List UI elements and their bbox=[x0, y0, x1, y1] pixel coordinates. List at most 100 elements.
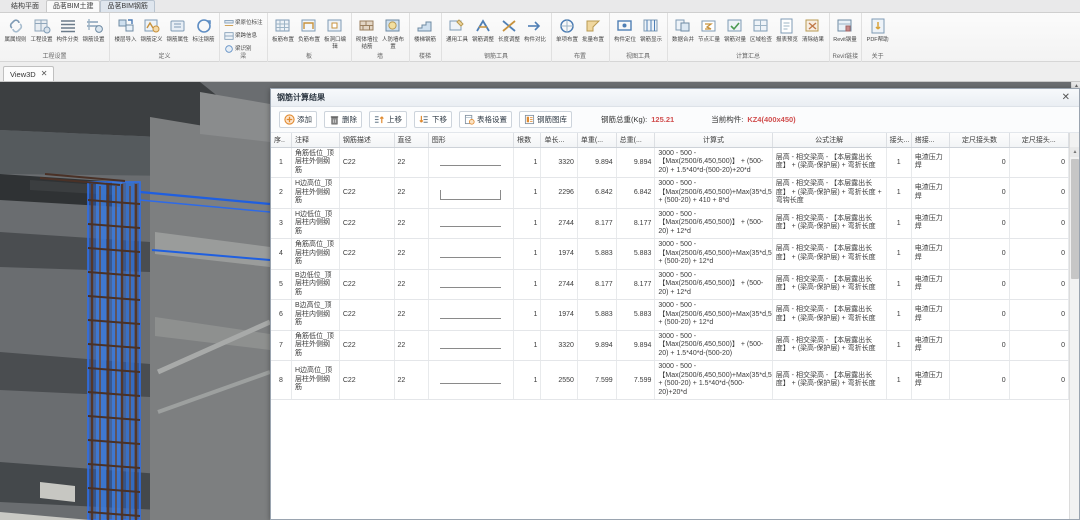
cell-shape[interactable] bbox=[428, 360, 515, 400]
col-joint[interactable]: 接头... bbox=[886, 133, 912, 148]
col-count[interactable]: 根数 bbox=[513, 133, 542, 148]
close-icon[interactable]: ✕ bbox=[40, 69, 48, 78]
move-up-button[interactable]: 上移 bbox=[369, 111, 407, 128]
col-single-len[interactable]: 单长... bbox=[540, 133, 578, 148]
col-total-weight[interactable]: 总重(... bbox=[616, 133, 656, 148]
cell-fixed-joint-num[interactable]: 0 bbox=[949, 208, 1010, 239]
cell-lap[interactable]: 电渣压力焊 bbox=[911, 147, 951, 178]
cell-lap[interactable]: 电渣压力焊 bbox=[911, 177, 951, 209]
cell-diameter[interactable]: 22 bbox=[394, 299, 429, 331]
ribbon-button-slab-hole[interactable]: 板洞口编辑 bbox=[323, 15, 348, 50]
cell-shape[interactable] bbox=[428, 299, 515, 331]
cell-diameter[interactable]: 22 bbox=[394, 269, 429, 300]
cell-diameter[interactable]: 22 bbox=[394, 330, 429, 361]
rebar-library-button[interactable]: 钢筋图库 bbox=[519, 111, 572, 128]
scroll-up-arrow[interactable]: ▲ bbox=[1070, 147, 1079, 157]
cell-note[interactable]: H边低位_顶层柱内侧纲筋 bbox=[291, 208, 340, 239]
cell-annotation[interactable]: 层高 - 相交梁高 - 【本层露出长度】 + (梁高-保护层) + 弯折长度 bbox=[772, 238, 887, 270]
col-fixed-joint-num[interactable]: 定尺接头数 bbox=[949, 133, 1010, 148]
ribbon-button-member-classify[interactable]: 构件分类 bbox=[55, 15, 80, 44]
cell-seq[interactable]: 8 bbox=[271, 360, 292, 400]
ribbon-button-wall-tie[interactable]: 砌体墙拉结筋 bbox=[355, 15, 380, 50]
ribbon-button-stair-rebar[interactable]: 楼梯钢筋 bbox=[413, 15, 438, 44]
cell-single-length[interactable]: 2744 bbox=[540, 208, 578, 239]
cell-count[interactable]: 1 bbox=[513, 330, 542, 361]
cell-seq[interactable]: 3 bbox=[271, 208, 292, 239]
cell-annotation[interactable]: 层高 - 相交梁高 - 【本层露出长度】 + (梁高-保护层) + 弯折长度 bbox=[772, 299, 887, 331]
cell-fixed-joint[interactable]: 0 bbox=[1009, 299, 1069, 331]
cell-shape[interactable] bbox=[428, 238, 515, 270]
cell-note[interactable]: B边低位_顶层柱内侧纲筋 bbox=[291, 269, 340, 300]
cell-joint[interactable]: 1 bbox=[886, 360, 912, 400]
ribbon-button-member-compare[interactable]: 构件对比 bbox=[523, 15, 548, 44]
cell-fixed-joint-num[interactable]: 0 bbox=[949, 360, 1010, 400]
add-button[interactable]: 添加 bbox=[279, 111, 317, 128]
cell-total-weight[interactable]: 6.842 bbox=[616, 177, 656, 209]
ribbon-button-locate-member[interactable]: 构件定位 bbox=[613, 15, 638, 44]
cell-formula[interactable]: 3000 - 500 - 【Max(2500/6,450,500)+Max(35… bbox=[654, 299, 773, 331]
table-row[interactable]: 3 H边低位_顶层柱内侧纲筋 C22 22 1 2744 8.177 8.177 3000 - … bbox=[271, 208, 1069, 239]
cell-annotation[interactable]: 层高 - 相交梁高 - 【本层露出长度】 + (梁高-保护层) + 弯折长度 bbox=[772, 360, 887, 400]
cell-single-length[interactable]: 2744 bbox=[540, 269, 578, 300]
cell-desc[interactable]: C22 bbox=[339, 177, 395, 209]
cell-desc[interactable]: C22 bbox=[339, 147, 395, 178]
ribbon-button-revit-qty[interactable]: Revit钢量 bbox=[833, 15, 858, 44]
cell-annotation[interactable]: 层高 - 相交梁高 - 【本层露出长度】 + (梁高-保护层) + 弯折长度 bbox=[772, 269, 887, 300]
cell-single-length[interactable]: 1974 bbox=[540, 299, 578, 331]
cell-fixed-joint[interactable]: 0 bbox=[1009, 360, 1069, 400]
cell-seq[interactable]: 4 bbox=[271, 238, 292, 270]
cell-lap[interactable]: 电渣压力焊 bbox=[911, 238, 951, 270]
cell-single-length[interactable]: 1974 bbox=[540, 238, 578, 270]
ribbon-button-floor-import[interactable]: 楼层导入 bbox=[113, 15, 138, 44]
cell-lap[interactable]: 电渣压力焊 bbox=[911, 299, 951, 331]
cell-lap[interactable]: 电渣压力焊 bbox=[911, 208, 951, 239]
table-row[interactable]: 2 H边高位_顶层柱外侧纲筋 C22 22 1 2296 6.842 6.842 3000 - … bbox=[271, 177, 1069, 209]
cell-annotation[interactable]: 层高 - 相交梁高 - 【本层露出长度】 + (梁高-保护层) + 弯折长度 bbox=[772, 330, 887, 361]
ribbon-button-clear-result[interactable]: 清除结果 bbox=[801, 15, 826, 44]
cell-joint[interactable]: 1 bbox=[886, 208, 912, 239]
col-annotation[interactable]: 公式注解 bbox=[772, 133, 887, 148]
cell-fixed-joint[interactable]: 0 bbox=[1009, 330, 1069, 361]
cell-lap[interactable]: 电渣压力焊 bbox=[911, 330, 951, 361]
ribbon-button-rebar-check[interactable]: 钢筋对量 bbox=[723, 15, 748, 44]
cell-count[interactable]: 1 bbox=[513, 269, 542, 300]
table-row[interactable]: 4 角筋高位_顶层柱内侧纲筋 C22 22 1 1974 5.883 5.883 3000 - … bbox=[271, 238, 1069, 270]
ribbon-button-mark-rebar[interactable]: 标注钢筋 bbox=[191, 15, 216, 44]
close-icon[interactable]: ✕ bbox=[1061, 91, 1070, 103]
ribbon-button-node-qty[interactable]: 节点汇量 bbox=[697, 15, 722, 44]
cell-desc[interactable]: C22 bbox=[339, 299, 395, 331]
cell-single-weight[interactable]: 5.883 bbox=[577, 238, 617, 270]
cell-seq[interactable]: 6 bbox=[271, 299, 292, 331]
col-fixed-joint[interactable]: 定尺接头... bbox=[1009, 133, 1069, 148]
cell-count[interactable]: 1 bbox=[513, 299, 542, 331]
cell-formula[interactable]: 3000 - 500 - 【Max(2500/6,450,500)】 + (50… bbox=[654, 208, 773, 239]
cell-total-weight[interactable]: 9.894 bbox=[616, 330, 656, 361]
cell-count[interactable]: 1 bbox=[513, 147, 542, 178]
table-scrollbar[interactable]: ▲ bbox=[1069, 133, 1079, 519]
cell-annotation[interactable]: 层高 - 相交梁高 - 【本层露出长度】 + (梁高-保护层) + 弯折长度 +… bbox=[772, 177, 887, 209]
cell-total-weight[interactable]: 8.177 bbox=[616, 269, 656, 300]
table-row[interactable]: 8 H边高位_顶层柱外侧纲筋 C22 22 1 2550 7.599 7.599 3000 - … bbox=[271, 360, 1069, 400]
ribbon-button-rebar-settings[interactable]: 钢筋设置 bbox=[81, 15, 106, 44]
cell-fixed-joint-num[interactable]: 0 bbox=[949, 238, 1010, 270]
cell-seq[interactable]: 7 bbox=[271, 330, 292, 361]
cell-formula[interactable]: 3000 - 500 - 【Max(2500/6,450,500)】 + (50… bbox=[654, 147, 773, 178]
ribbon-button-rebar-adjust[interactable]: 钢筋调整 bbox=[471, 15, 496, 44]
ribbon-tab-pinming-rebar[interactable]: 品茗BIM钢筋 bbox=[100, 0, 155, 12]
ribbon-button-general-tool[interactable]: 通用工具 bbox=[445, 15, 470, 44]
ribbon-button-project-settings[interactable]: 工程设置 bbox=[29, 15, 54, 44]
cell-single-weight[interactable]: 8.177 bbox=[577, 269, 617, 300]
cell-count[interactable]: 1 bbox=[513, 360, 542, 400]
cell-note[interactable]: H边高位_顶层柱外侧纲筋 bbox=[291, 177, 340, 209]
cell-shape[interactable] bbox=[428, 147, 515, 178]
cell-single-weight[interactable]: 9.894 bbox=[577, 330, 617, 361]
cell-formula[interactable]: 3000 - 500 - 【Max(2500/6,450,500)+Max(35… bbox=[654, 177, 773, 209]
cell-total-weight[interactable]: 9.894 bbox=[616, 147, 656, 178]
ribbon-button-merge-data[interactable]: 数据合并 bbox=[671, 15, 696, 44]
cell-note[interactable]: B边高位_顶层柱内侧纲筋 bbox=[291, 299, 340, 331]
cell-diameter[interactable]: 22 bbox=[394, 360, 429, 400]
cell-desc[interactable]: C22 bbox=[339, 208, 395, 239]
cell-diameter[interactable]: 22 bbox=[394, 147, 429, 178]
scroll-thumb[interactable] bbox=[1071, 159, 1079, 279]
cell-count[interactable]: 1 bbox=[513, 177, 542, 209]
